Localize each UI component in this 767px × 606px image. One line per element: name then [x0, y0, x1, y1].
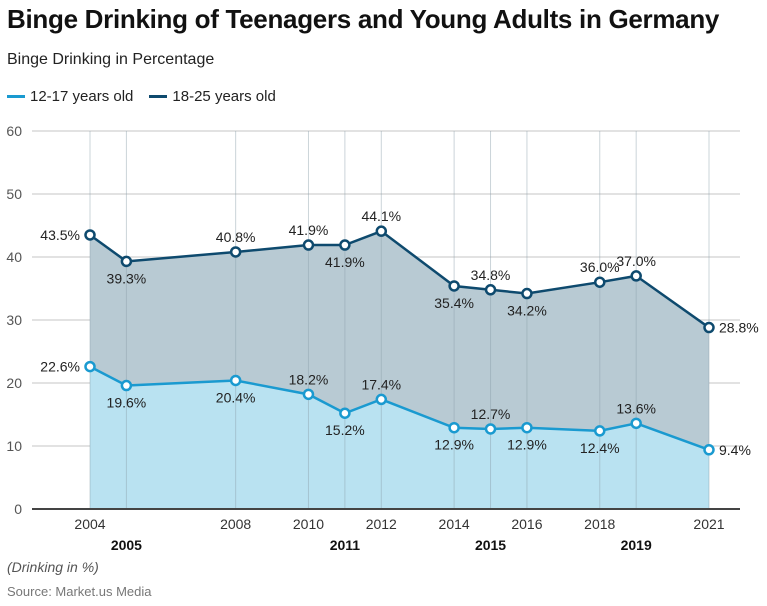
data-label-12-17: 15.2%	[325, 422, 365, 438]
data-label-12-17: 17.4%	[361, 376, 401, 392]
data-label-12-17: 13.6%	[616, 400, 656, 416]
data-label-12-17: 20.4%	[216, 389, 256, 405]
point-12-17	[375, 393, 388, 406]
data-label-12-17: 12.9%	[507, 437, 547, 453]
data-label-12-17: 18.2%	[289, 371, 329, 387]
data-label-18-25: 39.3%	[107, 270, 147, 286]
point-12-17	[229, 374, 242, 387]
data-label-12-17: 22.6%	[40, 359, 80, 375]
data-label-18-25: 36.0%	[580, 259, 620, 275]
data-label-18-25: 41.9%	[289, 222, 329, 238]
point-12-17	[521, 421, 533, 434]
y-tick-label: 20	[6, 375, 22, 391]
point-12-17	[302, 388, 315, 401]
data-label-12-17: 12.4%	[580, 440, 620, 456]
point-18-25	[521, 287, 533, 300]
point-18-25	[703, 321, 715, 334]
legend-label: 12-17 years old	[30, 88, 134, 105]
y-tick-label: 40	[6, 249, 22, 265]
x-tick-label: 2011	[330, 537, 361, 553]
chart-source: Source: Market.us Media	[7, 584, 152, 599]
legend: 12-17 years old 18-25 years old	[7, 88, 276, 105]
data-label-12-17: 19.6%	[107, 395, 147, 411]
legend-label: 18-25 years old	[172, 88, 276, 105]
chart-title: Binge Drinking of Teenagers and Young Ad…	[7, 4, 720, 34]
chart-note: (Drinking in %)	[7, 559, 99, 575]
point-18-25	[84, 229, 96, 241]
x-tick-label: 2010	[293, 516, 324, 532]
data-label-18-25: 35.4%	[434, 295, 474, 311]
point-12-17	[703, 444, 715, 456]
line-12-17	[89, 365, 710, 451]
point-18-25	[484, 284, 497, 296]
x-tick-label: 2014	[439, 516, 470, 532]
data-label-18-25: 43.5%	[40, 227, 80, 243]
data-label-12-17: 12.9%	[434, 437, 474, 453]
point-18-25	[630, 270, 642, 282]
x-tick-label: 2019	[621, 537, 652, 553]
data-label-12-17: 12.7%	[471, 406, 511, 422]
point-18-25	[229, 246, 242, 258]
x-tick-label: 2004	[74, 516, 105, 532]
x-tick-label: 2018	[584, 516, 615, 532]
legend-item-12-17[interactable]: 12-17 years old	[7, 88, 133, 105]
point-18-25	[375, 225, 388, 237]
data-label-18-25: 34.8%	[471, 267, 511, 283]
legend-swatch	[7, 95, 25, 98]
point-12-17	[120, 379, 133, 392]
legend-swatch	[149, 95, 168, 98]
point-12-17	[448, 421, 460, 434]
point-18-25	[594, 276, 606, 288]
y-tick-label: 10	[6, 438, 22, 454]
x-tick-label: 2016	[511, 516, 542, 532]
data-label-18-25: 40.8%	[216, 229, 256, 245]
line-18-25	[89, 229, 710, 329]
data-label-12-17: 9.4%	[719, 442, 751, 458]
y-tick-label: 0	[14, 501, 22, 517]
point-18-25	[339, 239, 351, 251]
chart-subtitle: Binge Drinking in Percentage	[7, 51, 215, 68]
point-12-17	[630, 417, 642, 430]
x-tick-label: 2015	[475, 537, 506, 553]
point-12-17	[484, 423, 497, 435]
point-12-17	[594, 425, 606, 437]
data-label-18-25: 28.8%	[719, 320, 759, 336]
x-tick-label: 2012	[366, 516, 397, 532]
legend-item-18-25[interactable]: 18-25 years old	[149, 88, 276, 105]
x-tick-label: 2021	[693, 516, 724, 532]
data-label-18-25: 44.1%	[361, 208, 401, 224]
x-tick-label: 2005	[111, 537, 142, 553]
point-18-25	[302, 239, 315, 251]
point-18-25	[448, 280, 460, 292]
data-label-18-25: 41.9%	[325, 254, 365, 270]
data-label-18-25: 34.2%	[507, 303, 547, 319]
point-18-25	[120, 255, 133, 268]
point-12-17	[339, 407, 351, 419]
data-label-18-25: 37.0%	[616, 253, 656, 269]
y-tick-label: 30	[6, 312, 22, 328]
area-12-17	[90, 366, 709, 509]
y-tick-label: 50	[6, 186, 22, 202]
y-tick-label: 60	[6, 123, 22, 139]
point-12-17	[84, 360, 96, 373]
x-tick-label: 2008	[220, 516, 251, 532]
